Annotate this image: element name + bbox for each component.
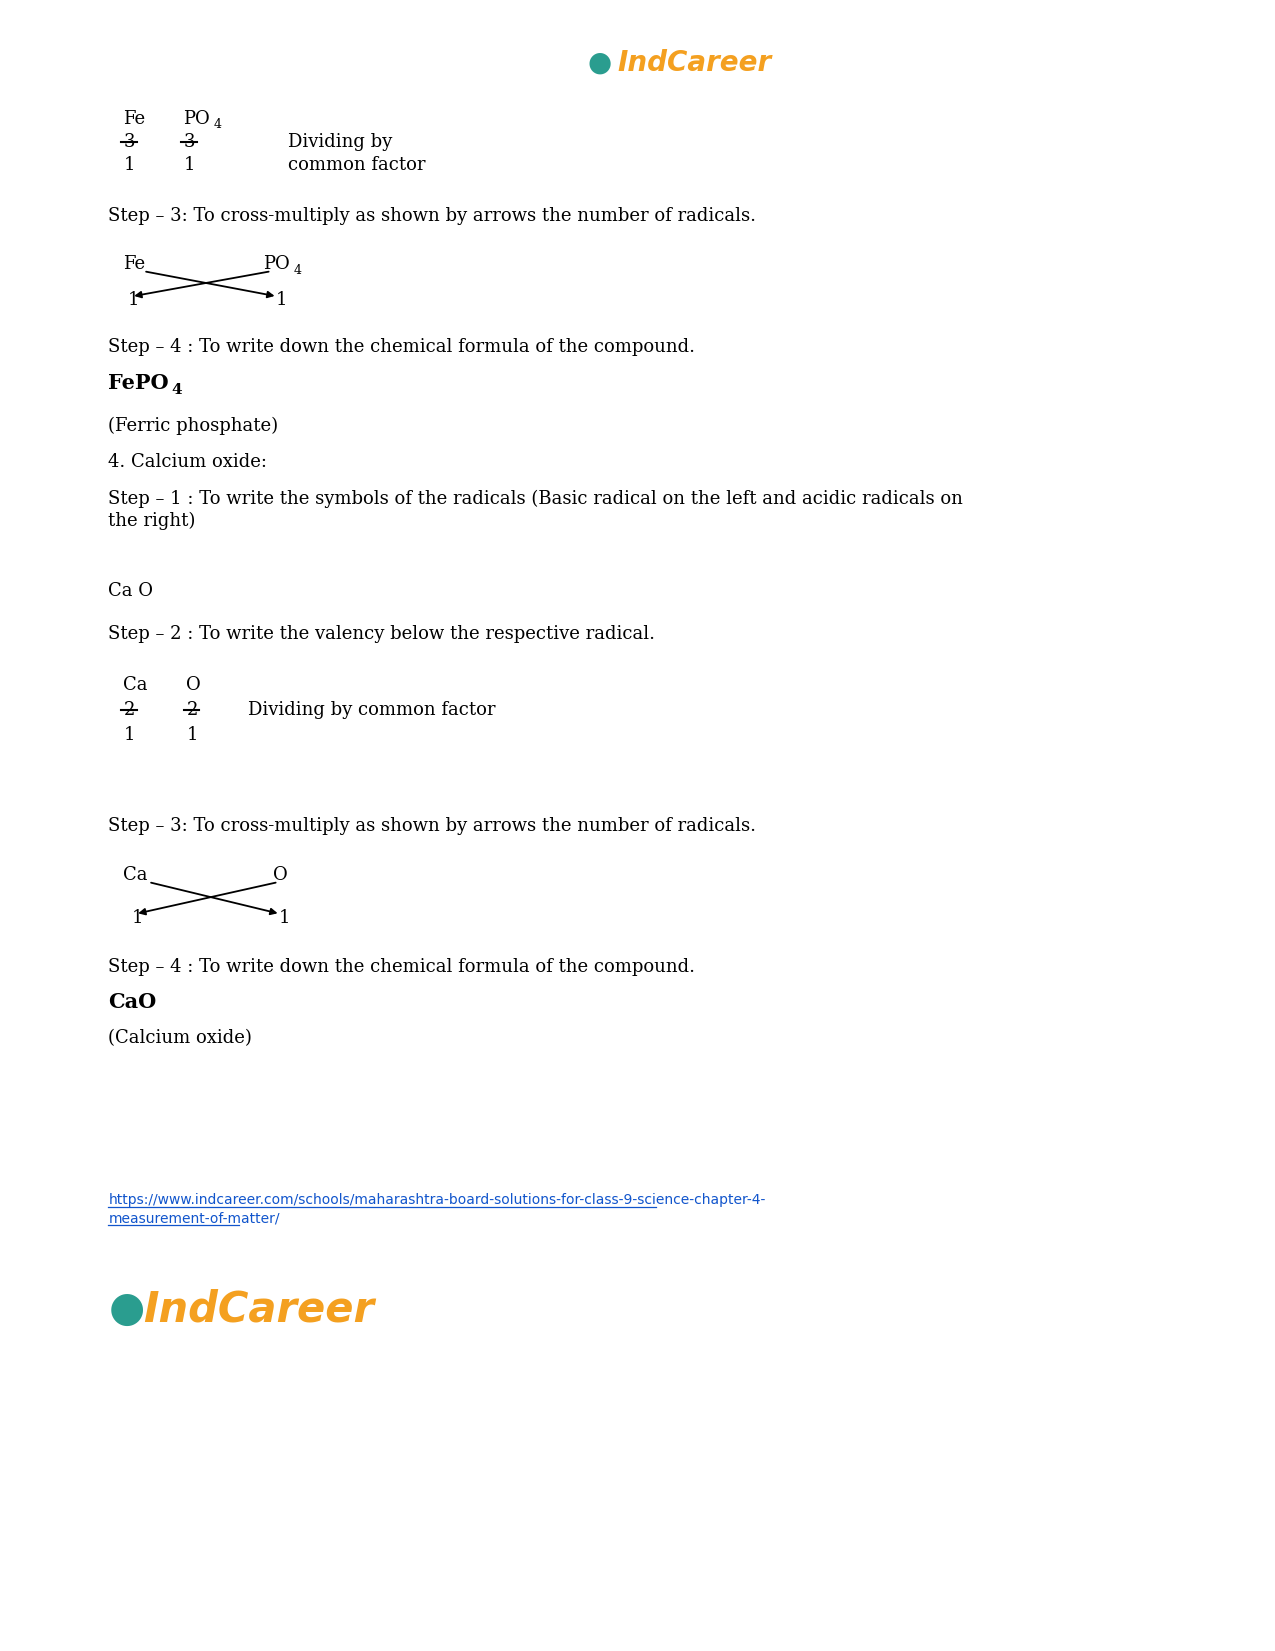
Text: common factor: common factor xyxy=(288,157,426,173)
Text: (Ferric phosphate): (Ferric phosphate) xyxy=(108,416,278,436)
Text: ●: ● xyxy=(108,1288,145,1331)
Text: Dividing by: Dividing by xyxy=(288,134,393,150)
Text: Step – 4 : To write down the chemical formula of the compound.: Step – 4 : To write down the chemical fo… xyxy=(108,959,695,976)
Text: 4. Calcium oxide:: 4. Calcium oxide: xyxy=(108,454,268,471)
Text: 1: 1 xyxy=(128,292,139,309)
Text: Dividing by common factor: Dividing by common factor xyxy=(249,702,496,718)
Text: 1: 1 xyxy=(275,292,287,309)
Text: Step – 4 : To write down the chemical formula of the compound.: Step – 4 : To write down the chemical fo… xyxy=(108,338,695,355)
Text: 4: 4 xyxy=(293,264,301,277)
Text: Ca O: Ca O xyxy=(108,583,153,599)
Text: 1: 1 xyxy=(278,910,289,926)
Text: https://www.indcareer.com/schools/maharashtra-board-solutions-for-class-9-scienc: https://www.indcareer.com/schools/mahara… xyxy=(108,1194,766,1207)
Text: Step – 2 : To write the valency below the respective radical.: Step – 2 : To write the valency below th… xyxy=(108,626,655,642)
Text: 1: 1 xyxy=(186,726,198,743)
Text: Step – 1 : To write the symbols of the radicals (Basic radical on the left and a: Step – 1 : To write the symbols of the r… xyxy=(108,489,963,509)
Text: 1: 1 xyxy=(184,157,195,173)
Text: 2: 2 xyxy=(124,702,135,718)
Text: Fe: Fe xyxy=(124,256,145,272)
Text: 3: 3 xyxy=(124,134,135,150)
Text: Ca: Ca xyxy=(124,867,148,883)
Text: 1: 1 xyxy=(131,910,143,926)
Text: O: O xyxy=(273,867,288,883)
Text: FePO: FePO xyxy=(108,373,170,393)
Text: 1: 1 xyxy=(124,726,135,743)
Text: the right): the right) xyxy=(108,512,196,530)
Text: 4: 4 xyxy=(213,119,222,132)
Text: IndCareer: IndCareer xyxy=(617,50,771,76)
Text: (Calcium oxide): (Calcium oxide) xyxy=(108,1030,252,1047)
Text: PO: PO xyxy=(264,256,291,272)
Text: PO: PO xyxy=(184,111,210,127)
Text: 3: 3 xyxy=(184,134,195,150)
Text: IndCareer: IndCareer xyxy=(143,1288,375,1331)
Text: O: O xyxy=(186,677,201,693)
Text: 1: 1 xyxy=(124,157,135,173)
Text: Step – 3: To cross-multiply as shown by arrows the number of radicals.: Step – 3: To cross-multiply as shown by … xyxy=(108,208,756,225)
Text: Ca: Ca xyxy=(124,677,148,693)
Text: measurement-of-matter/: measurement-of-matter/ xyxy=(108,1212,280,1225)
Text: CaO: CaO xyxy=(108,992,157,1012)
Text: Step – 3: To cross-multiply as shown by arrows the number of radicals.: Step – 3: To cross-multiply as shown by … xyxy=(108,817,756,834)
Text: 4: 4 xyxy=(171,383,182,396)
Text: ●: ● xyxy=(588,50,612,76)
Text: Fe: Fe xyxy=(124,111,145,127)
Text: 2: 2 xyxy=(186,702,198,718)
